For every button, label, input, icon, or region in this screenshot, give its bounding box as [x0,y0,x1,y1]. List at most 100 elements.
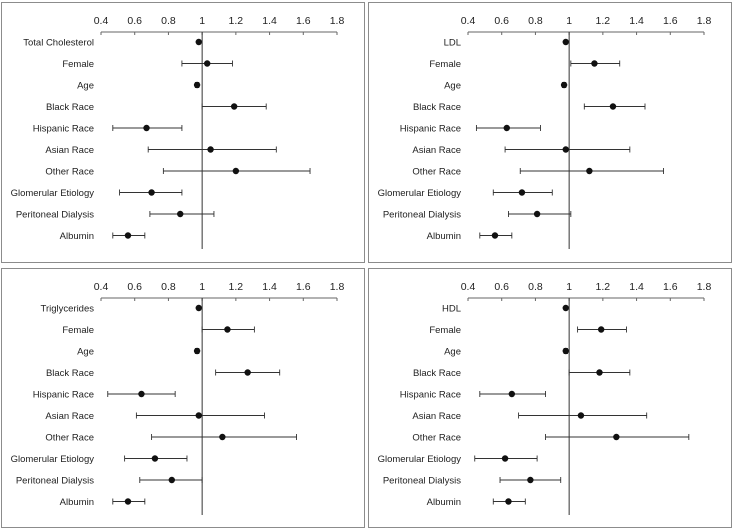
estimate-point [124,498,132,505]
estimate-point [193,347,201,355]
x-tick-label: 1.2 [229,15,244,27]
row-label: Peritoneal Dialysis [16,476,94,487]
x-tick-label: 1.6 [296,15,311,27]
x-tick-label: 1.2 [596,15,611,27]
estimate-point [597,326,605,333]
estimate-point [124,232,132,239]
forest-panel-total-cholesterol: 0.4 0.6 0.8 1 1.2 1.4 1.6 1.8 Total Cholesterol F… [1,2,365,263]
estimate-point [586,167,593,175]
row-label: Other Race [45,167,94,178]
x-tick-label: 1 [566,281,572,293]
forest-plot: 0.4 0.6 0.8 1 1.2 1.4 1.6 1.8 Total Cholesterol F… [11,15,345,249]
estimate-point [596,369,603,376]
forest-panel-hdl: 0.4 0.6 0.8 1 1.2 1.4 1.6 1.8 HDL Female Age Black … [368,268,732,528]
row-label: Female [62,59,94,70]
row-label: Peritoneal Dialysis [16,210,94,221]
x-tick-label: 0.8 [161,281,176,293]
x-tick-label: 1.2 [596,281,611,293]
row-label: Other Race [412,433,461,444]
estimate-point [562,304,569,312]
x-tick-label: 1.2 [229,281,244,293]
x-tick-label: 1.6 [296,281,311,293]
estimate-point [562,347,569,355]
row-label: Black Race [413,102,461,113]
estimate-point [560,81,568,89]
estimate-point [505,498,512,505]
row-label: Age [444,81,461,92]
x-tick-label: 1.8 [697,15,712,27]
row-label: Female [429,325,461,336]
row-label: Asian Race [45,411,94,422]
x-tick-label: 1 [199,281,205,293]
row-label: Asian Race [45,145,94,156]
estimate-point [195,38,202,46]
estimate-point [151,455,159,462]
x-tick-label: 1.6 [663,15,678,27]
estimate-point [562,38,569,46]
estimate-point [168,476,175,484]
estimate-point [613,433,620,441]
estimate-point [138,390,145,398]
forest-plot: 0.4 0.6 0.8 1 1.2 1.4 1.6 1.8 Triglycerides Femal… [11,281,345,515]
row-label: Triglycerides [41,304,95,315]
x-tick-label: 0.8 [161,15,176,27]
estimate-point [503,124,510,132]
row-label: Female [62,325,94,336]
row-label: Peritoneal Dialysis [383,476,461,487]
estimate-point [591,60,598,67]
estimate-point [609,103,617,110]
estimate-point [224,326,231,333]
estimate-point [244,369,251,376]
row-label: Asian Race [412,411,461,422]
row-label: Female [429,59,461,70]
row-label: Albumin [60,231,94,242]
row-label: Peritoneal Dialysis [383,210,461,221]
row-label: HDL [442,304,461,315]
row-label: Albumin [427,497,461,508]
row-label: Black Race [413,368,461,379]
row-label: Glomerular Etiology [11,188,95,199]
x-tick-label: 0.4 [94,281,109,293]
row-label: LDL [444,38,461,49]
x-tick-label: 1.4 [262,15,277,27]
x-tick-label: 0.6 [494,15,509,27]
estimate-point [177,210,184,218]
row-label: Age [77,81,94,92]
x-tick-label: 1.8 [330,281,345,293]
x-tick-label: 1.8 [697,281,712,293]
estimate-point [219,433,226,441]
estimate-point [533,210,541,218]
estimate-point [148,189,155,196]
forest-plot: 0.4 0.6 0.8 1 1.2 1.4 1.6 1.8 LDL Female Age Black … [378,15,712,249]
estimate-point [204,60,211,67]
estimate-point [527,476,534,484]
row-label: Age [444,347,461,358]
x-tick-label: 0.4 [461,281,476,293]
row-label: Age [77,347,94,358]
x-tick-label: 0.6 [127,15,142,27]
row-label: Hispanic Race [33,124,94,135]
row-label: Hispanic Race [400,124,461,135]
estimate-point [491,232,499,239]
estimate-point [518,189,526,196]
estimate-point [195,412,202,419]
row-label: Black Race [46,368,94,379]
estimate-point [195,304,202,312]
row-label: Albumin [427,231,461,242]
estimate-point [508,390,516,398]
x-tick-label: 0.8 [528,15,543,27]
row-label: Hispanic Race [400,390,461,401]
estimate-point [230,103,238,110]
x-tick-label: 1 [566,15,572,27]
row-label: Black Race [46,102,94,113]
x-tick-label: 0.6 [127,281,142,293]
x-tick-label: 0.4 [461,15,476,27]
row-label: Hispanic Race [33,390,94,401]
x-tick-label: 1.8 [330,15,345,27]
x-tick-label: 1.4 [262,281,277,293]
x-tick-label: 1 [199,15,205,27]
x-tick-label: 1.4 [629,15,644,27]
estimate-point [143,124,150,132]
row-label: Glomerular Etiology [11,454,95,465]
row-label: Other Race [412,167,461,178]
